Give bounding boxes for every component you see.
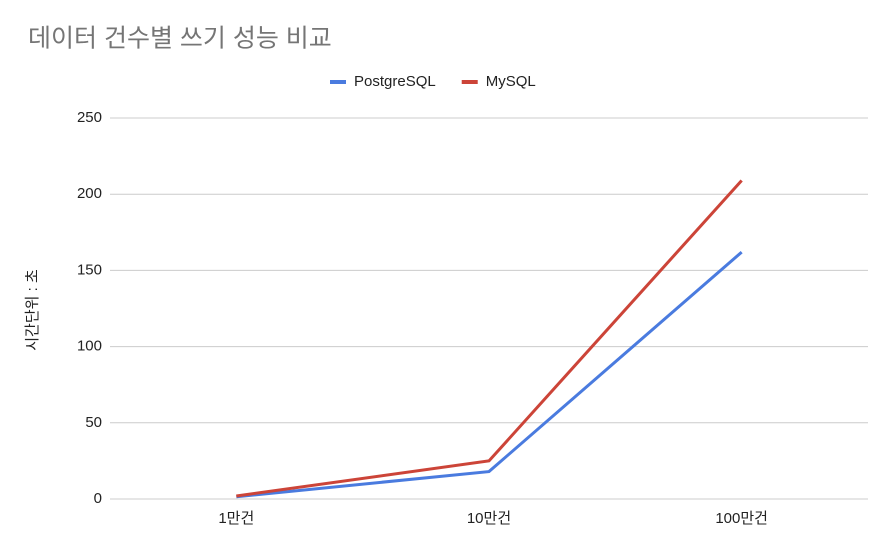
x-tick-label: 100만건 <box>715 510 768 527</box>
x-tick-label: 1만건 <box>218 510 254 527</box>
y-tick-label: 150 <box>77 261 102 278</box>
y-tick-label: 50 <box>85 414 102 431</box>
y-tick-label: 100 <box>77 338 102 355</box>
y-axis-label: 시간단위 : 초 <box>24 269 41 351</box>
chart-title: 데이터 건수별 쓰기 성능 비교 <box>28 25 332 53</box>
y-tick-label: 250 <box>77 109 102 126</box>
y-tick-label: 200 <box>77 185 102 202</box>
legend-label: MySQL <box>486 73 536 90</box>
line-series <box>236 250 743 499</box>
y-tick-label: 0 <box>94 490 102 507</box>
line-series <box>236 179 743 498</box>
x-tick-label: 10만건 <box>467 510 511 527</box>
legend-label: PostgreSQL <box>354 73 436 90</box>
